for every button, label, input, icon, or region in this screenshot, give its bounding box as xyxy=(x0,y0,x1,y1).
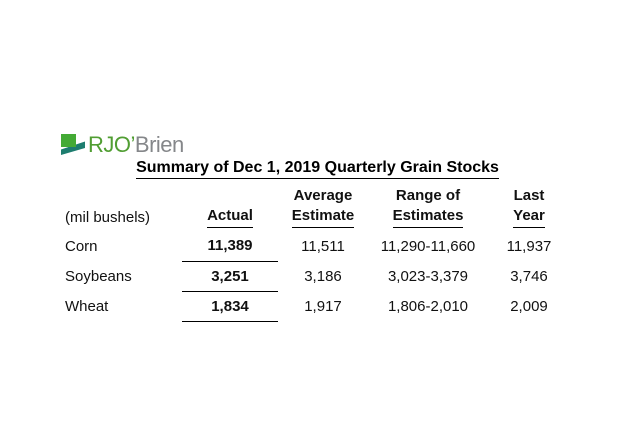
header-range-line2: Estimates xyxy=(392,206,464,228)
actual-cell: 11,389 xyxy=(182,231,278,262)
report-title: Summary of Dec 1, 2019 Quarterly Grain S… xyxy=(136,159,499,179)
header-average-line2: Estimate xyxy=(291,206,355,228)
table-header: (mil bushels) Actual Average Estimate Ran… xyxy=(65,186,570,231)
header-last-line2: Year xyxy=(513,206,545,228)
unit-label: (mil bushels) xyxy=(65,209,151,226)
header-actual-label: Actual xyxy=(207,206,253,228)
table-row-wheat: Wheat 1,834 1,917 1,806-2,010 2,009 xyxy=(65,291,570,322)
logo-text-rjo: RJO xyxy=(88,132,131,157)
average-estimate-cell: 11,511 xyxy=(301,237,345,255)
header-range-line1: Range of xyxy=(395,187,461,204)
range-of-estimates-cell: 3,023-3,379 xyxy=(387,267,469,285)
table-row-soybeans: Soybeans 3,251 3,186 3,023-3,379 3,746 xyxy=(65,261,570,292)
rjobrien-logo-icon xyxy=(61,134,85,155)
header-average-estimate: Average Estimate xyxy=(278,186,368,231)
header-unit-label: (mil bushels) xyxy=(65,186,182,231)
grain-stocks-table: (mil bushels) Actual Average Estimate Ran… xyxy=(65,186,570,322)
average-estimate-cell: 1,917 xyxy=(304,297,342,315)
actual-cell: 3,251 xyxy=(182,261,278,292)
table-row-corn: Corn 11,389 11,511 11,290-11,660 11,937 xyxy=(65,231,570,262)
range-of-estimates-cell: 1,806-2,010 xyxy=(387,297,469,315)
report-title-container: Summary of Dec 1, 2019 Quarterly Grain S… xyxy=(65,159,570,179)
average-estimate-cell: 3,186 xyxy=(304,267,342,285)
header-range-of-estimates: Range of Estimates xyxy=(368,186,488,231)
rjobrien-logo: RJO’Brien xyxy=(61,132,184,158)
header-average-line1: Average xyxy=(293,187,353,204)
logo-text-brien: Brien xyxy=(134,132,184,157)
header-actual: Actual xyxy=(182,186,278,231)
logo-apostrophe: ’ xyxy=(130,132,136,157)
header-last-line1: Last xyxy=(513,187,545,204)
last-year-cell: 2,009 xyxy=(510,297,548,315)
commodity-cell: Soybeans xyxy=(65,267,132,285)
commodity-cell: Wheat xyxy=(65,297,109,315)
range-of-estimates-cell: 11,290-11,660 xyxy=(380,237,476,255)
commodity-cell: Corn xyxy=(65,237,98,255)
actual-cell: 1,834 xyxy=(182,291,278,322)
table-body: Corn 11,389 11,511 11,290-11,660 11,937 … xyxy=(65,231,570,322)
last-year-cell: 3,746 xyxy=(510,267,548,285)
last-year-cell: 11,937 xyxy=(506,237,552,255)
header-last-year: Last Year xyxy=(488,186,570,231)
header-row: (mil bushels) Actual Average Estimate Ran… xyxy=(65,186,570,231)
rjobrien-logo-text: RJO’Brien xyxy=(88,132,184,158)
